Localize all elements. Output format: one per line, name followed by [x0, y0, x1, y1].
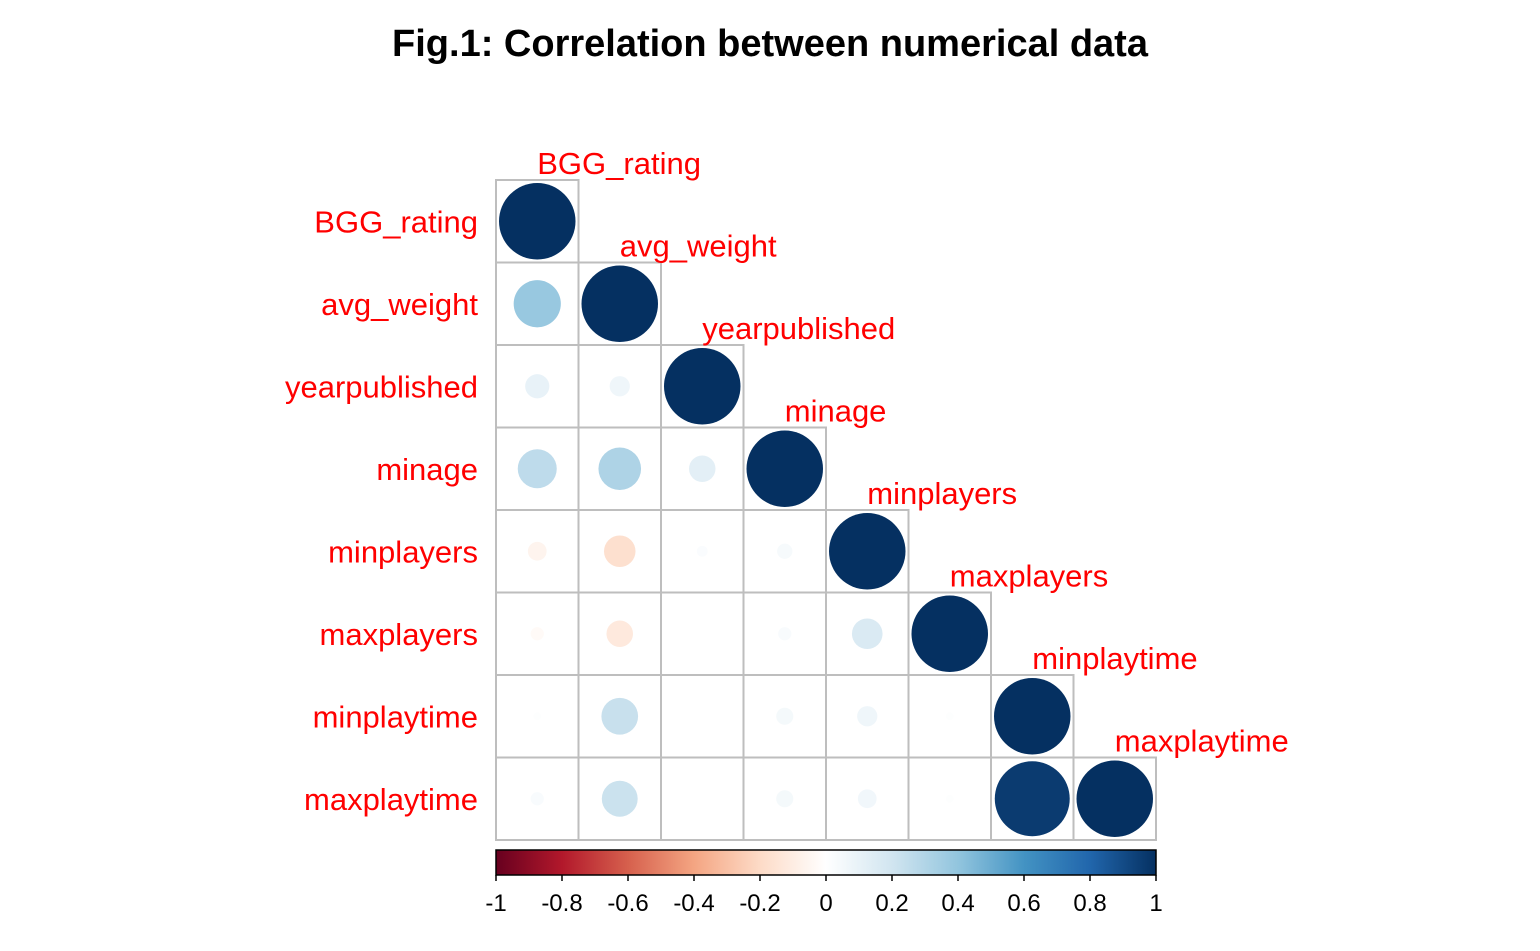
grid-cell	[660, 756, 745, 841]
corr-circle-maxplayers-BGG_rating	[530, 627, 544, 641]
row-label: yearpublished	[285, 369, 478, 404]
colorbar-tick-label: -0.4	[673, 890, 714, 917]
row-label: minplayers	[328, 534, 478, 569]
chart-title: Fig.1: Correlation between numerical dat…	[392, 23, 1149, 65]
corr-circle-minage-yearpublished	[688, 455, 716, 483]
colorbar-tick-label: 0.2	[875, 890, 908, 917]
column-label: minplayers	[867, 476, 1017, 511]
corr-circle-minplayers-avg_weight	[603, 535, 636, 568]
corr-circle-maxplaytime-minage	[776, 790, 794, 808]
corr-circle-minplayers-yearpublished	[696, 545, 708, 557]
corr-circle-maxplayers-minplayers	[851, 618, 883, 650]
colorbar-gradient	[495, 849, 1157, 876]
corr-circle-minplaytime-minplayers	[857, 706, 878, 727]
colorbar-tick-label: 0	[819, 890, 832, 917]
column-label: avg_weight	[620, 229, 777, 264]
corr-circle-minplaytime-BGG_rating	[533, 712, 542, 721]
corr-circle-maxplaytime-maxplaytime	[1076, 760, 1153, 837]
column-label: maxplayers	[950, 559, 1109, 594]
corr-circle-minplayers-minplayers	[829, 513, 906, 590]
corr-circle-maxplaytime-minplaytime	[994, 761, 1070, 837]
colorbar-tick-label: -0.2	[739, 890, 780, 917]
colorbar-tick-label: 0.6	[1007, 890, 1040, 917]
colorbar-tick-label: 1	[1149, 890, 1162, 917]
corr-circle-minage-minage	[746, 430, 823, 507]
corr-circle-maxplaytime-maxplayers	[945, 794, 954, 803]
corr-circle-minplaytime-minplaytime	[994, 678, 1071, 755]
column-label: maxplaytime	[1115, 724, 1289, 759]
column-label: minplaytime	[1032, 641, 1197, 676]
colorbar-tick-label: 0.8	[1073, 890, 1106, 917]
corr-circle-maxplayers-avg_weight	[606, 620, 634, 648]
row-label: maxplaytime	[304, 782, 478, 817]
colorbar: -1 -0.8 -0.6 -0.4 -0.2 0 0.2 0.4 0.6 0.8 1	[485, 849, 1163, 917]
corr-circle-minage-BGG_rating	[517, 449, 557, 489]
column-label: BGG_rating	[537, 146, 701, 181]
grid-layer	[495, 179, 1157, 841]
row-label: minplaytime	[313, 699, 478, 734]
colorbar-tick-label: -0.8	[541, 890, 582, 917]
corr-circle-minplaytime-minage	[776, 707, 794, 725]
corr-circle-maxplaytime-minplayers	[857, 789, 877, 809]
corr-circle-minplaytime-avg_weight	[601, 697, 639, 735]
corr-circle-yearpublished-BGG_rating	[525, 374, 550, 399]
corr-circle-avg_weight-avg_weight	[581, 265, 658, 342]
column-label: minage	[785, 394, 887, 429]
corr-circle-maxplayers-maxplayers	[911, 595, 988, 672]
corr-circle-maxplayers-minage	[778, 627, 792, 641]
corr-circle-yearpublished-avg_weight	[609, 376, 630, 397]
label-layer: BGG_rating BGG_rating avg_weight avg_weight…	[285, 146, 1289, 817]
corr-circle-minplaytime-maxplayers	[945, 712, 954, 721]
corr-circle-avg_weight-BGG_rating	[513, 280, 561, 328]
corr-circle-minplayers-BGG_rating	[527, 541, 547, 561]
grid-cell	[660, 591, 745, 676]
row-label: BGG_rating	[314, 204, 478, 239]
corr-circle-BGG_rating-BGG_rating	[499, 183, 576, 260]
corr-circle-maxplaytime-avg_weight	[601, 780, 638, 817]
corr-circle-maxplaytime-BGG_rating	[530, 792, 544, 806]
corr-circle-yearpublished-yearpublished	[664, 348, 741, 425]
corr-circle-minage-avg_weight	[598, 447, 642, 491]
row-label: maxplayers	[320, 617, 479, 652]
colorbar-tick-label: -1	[485, 890, 506, 917]
circle-layer	[499, 183, 1153, 837]
corr-circle-minplayers-minage	[777, 543, 793, 559]
grid-cell	[660, 674, 745, 759]
colorbar-tick-label: -0.6	[607, 890, 648, 917]
colorbar-tick-label: 0.4	[941, 890, 974, 917]
row-label: avg_weight	[321, 287, 478, 322]
grid-cell	[1072, 756, 1157, 841]
row-label: minage	[376, 452, 478, 487]
column-label: yearpublished	[702, 311, 895, 346]
